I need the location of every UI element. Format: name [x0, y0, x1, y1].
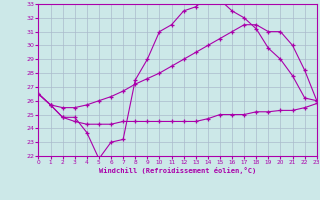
- X-axis label: Windchill (Refroidissement éolien,°C): Windchill (Refroidissement éolien,°C): [99, 167, 256, 174]
